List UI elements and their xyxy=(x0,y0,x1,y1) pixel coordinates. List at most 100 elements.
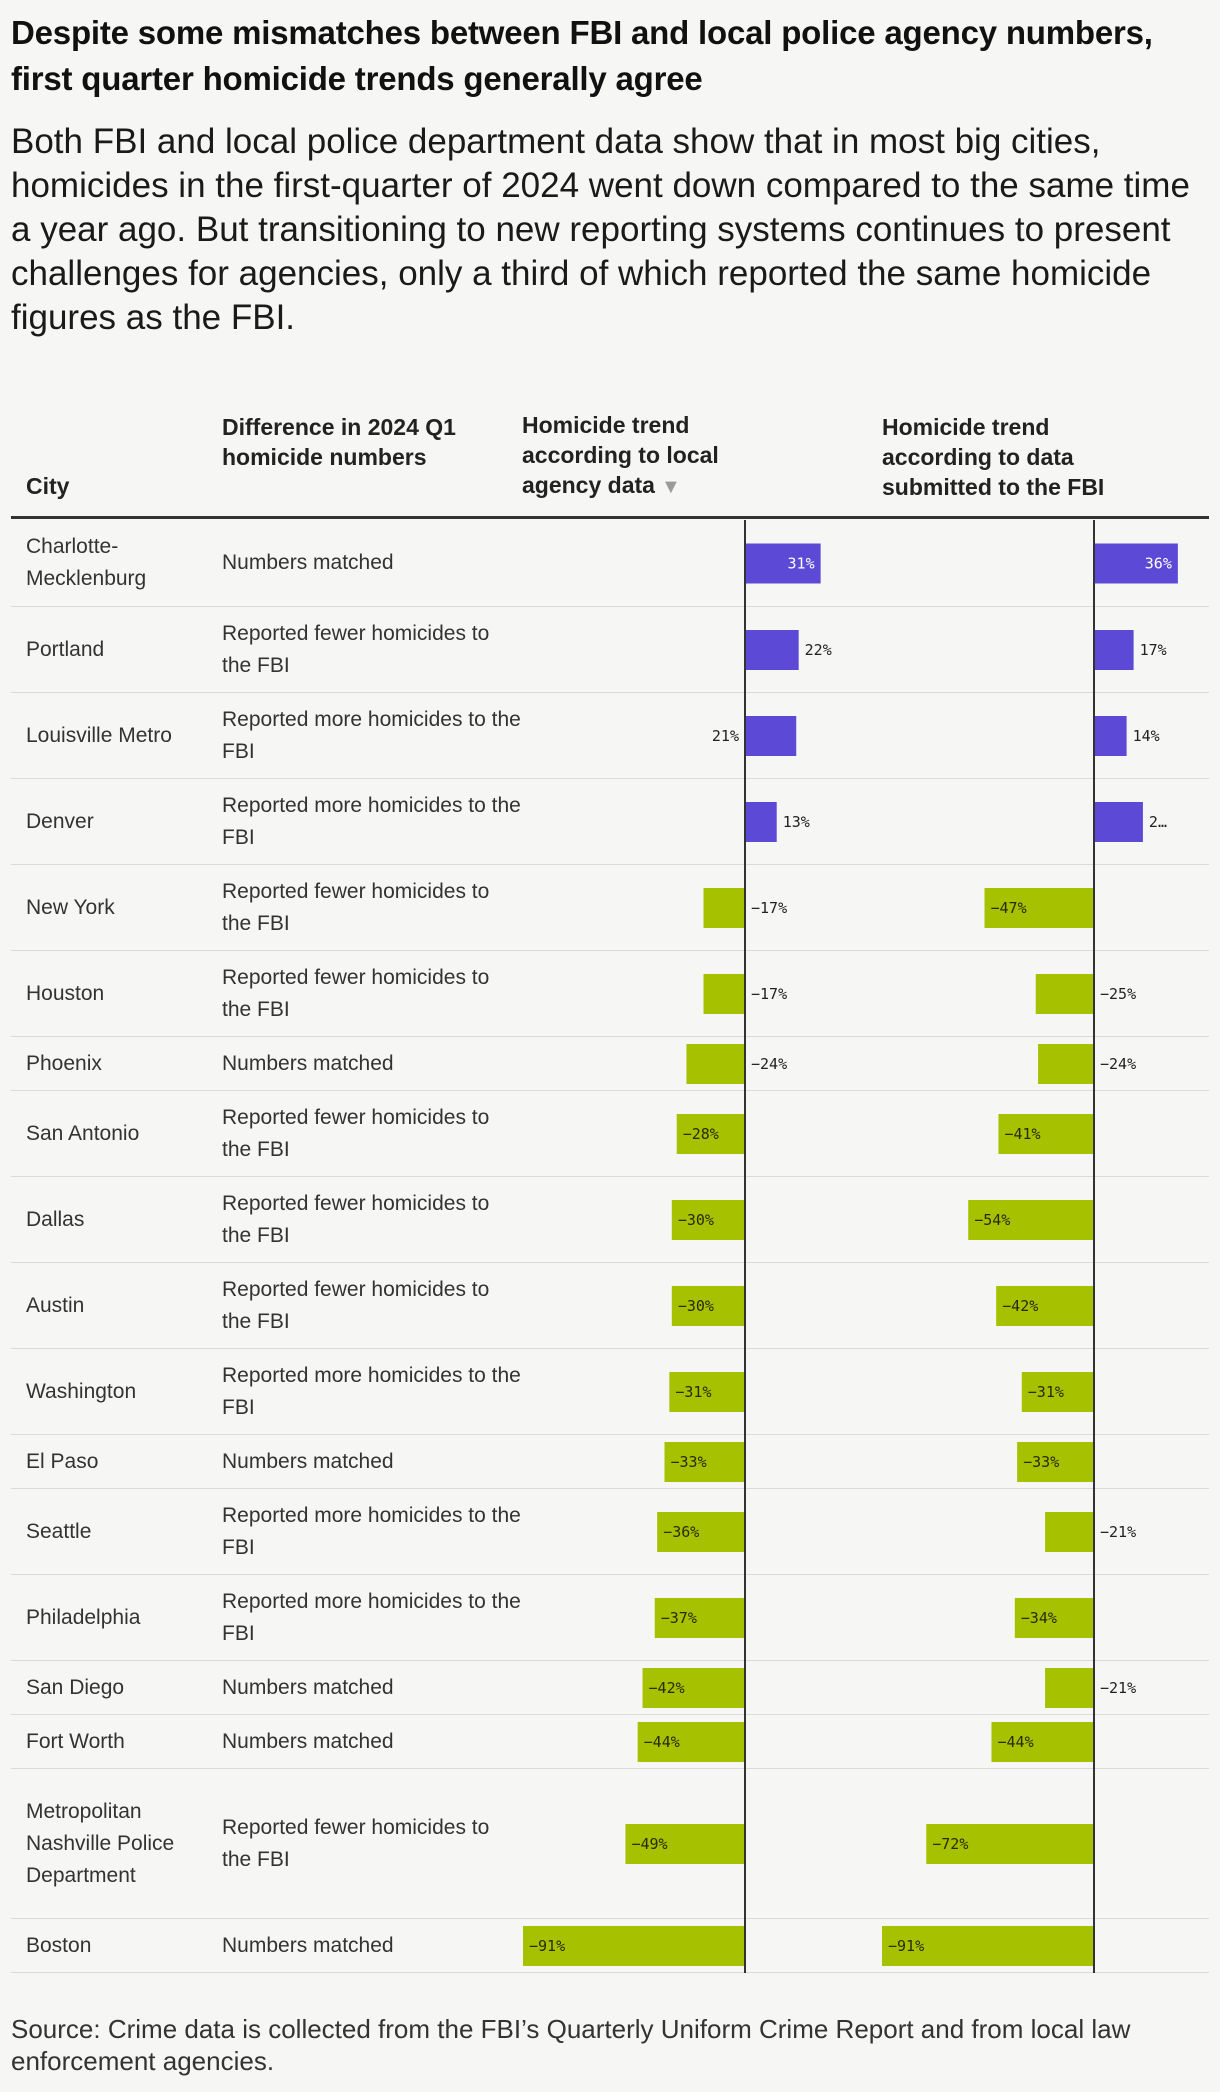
local-value-label: 21% xyxy=(712,727,739,745)
local-trend-bar[interactable] xyxy=(676,1114,745,1154)
fbi-value-label: −54% xyxy=(974,1211,1010,1229)
fbi-trend-bar[interactable] xyxy=(926,1824,1094,1864)
fbi-trend-bar[interactable] xyxy=(1045,1512,1094,1552)
difference-note: Numbers matched xyxy=(222,1449,394,1473)
fbi-trend-bar[interactable] xyxy=(882,1926,1094,1966)
table-row: Boston Numbers matched xyxy=(11,1919,1209,1973)
difference-note: Reported more homicides to the FBI xyxy=(222,1503,521,1559)
local-value-label: −17% xyxy=(751,899,787,917)
difference-note: Reported fewer homicides to the FBI xyxy=(222,1277,490,1333)
fbi-value-label: −44% xyxy=(997,1733,1033,1751)
local-trend-bar[interactable] xyxy=(703,888,745,928)
local-trend-bar[interactable] xyxy=(703,974,745,1014)
fbi-trend-bar[interactable] xyxy=(1038,1044,1094,1084)
column-header-city: City xyxy=(26,473,70,499)
local-value-label: −49% xyxy=(631,1835,667,1853)
local-trend-bar[interactable] xyxy=(671,1200,745,1240)
table-row: Seattle Reported more homicides to the FB… xyxy=(11,1489,1209,1575)
local-value-label: −44% xyxy=(644,1733,680,1751)
local-trend-bar[interactable] xyxy=(657,1512,745,1552)
city-name: New York xyxy=(26,895,115,919)
difference-note: Reported more homicides to the FBI xyxy=(222,707,521,763)
local-value-label: −17% xyxy=(751,985,787,1003)
fbi-trend-bar[interactable] xyxy=(1094,630,1134,670)
difference-note: Reported fewer homicides to the FBI xyxy=(222,621,490,677)
fbi-trend-bar[interactable] xyxy=(1017,1442,1094,1482)
local-trend-bar[interactable] xyxy=(745,802,777,842)
local-trend-bar[interactable] xyxy=(745,716,797,756)
column-header-difference: Difference in 2024 Q1 homicide numbers xyxy=(222,414,456,470)
difference-note: Reported fewer homicides to the FBI xyxy=(222,965,490,1021)
fbi-trend-bar[interactable] xyxy=(1014,1598,1094,1638)
table-row: El Paso Numbers matched xyxy=(11,1435,1209,1489)
table-row: San Antonio Reported fewer homicides to t… xyxy=(11,1091,1209,1177)
fbi-value-label: −33% xyxy=(1023,1453,1059,1471)
fbi-value-label: −21% xyxy=(1100,1679,1136,1697)
city-name: Charlotte-Mecklenburg xyxy=(26,535,147,590)
fbi-trend-bar[interactable] xyxy=(984,888,1094,928)
fbi-value-label: −24% xyxy=(1100,1055,1136,1073)
table-row: Dallas Reported fewer homicides to the FB… xyxy=(11,1177,1209,1263)
local-trend-bar[interactable] xyxy=(637,1722,745,1762)
local-value-label: 31% xyxy=(788,555,815,573)
city-name: San Antonio xyxy=(26,1121,140,1145)
difference-note: Numbers matched xyxy=(222,1051,394,1075)
table-row: Denver Reported more homicides to the FBI xyxy=(11,779,1209,865)
city-name: Dallas xyxy=(26,1207,85,1231)
local-trend-bar[interactable] xyxy=(745,543,821,584)
local-trend-bar[interactable] xyxy=(669,1372,745,1412)
local-value-label: −42% xyxy=(649,1679,685,1697)
column-header-local-trend[interactable]: Homicide trend according to local agency… xyxy=(522,410,772,502)
table-row: Austin Reported fewer homicides to the FB… xyxy=(11,1263,1209,1349)
city-name: Denver xyxy=(26,809,94,833)
table-row: New York Reported fewer homicides to the … xyxy=(11,865,1209,951)
chart-title: Despite some mismatches between FBI and … xyxy=(11,14,1153,97)
city-name: Metropolitan Nashville Police Department xyxy=(26,1799,175,1887)
fbi-trend-bar[interactable] xyxy=(1045,1668,1094,1708)
local-value-label: −28% xyxy=(683,1125,719,1143)
source-note: Source: Crime data is collected from the… xyxy=(11,2014,1131,2076)
fbi-trend-bar[interactable] xyxy=(996,1286,1094,1326)
fbi-trend-bar[interactable] xyxy=(1094,802,1143,842)
column-header-fbi-trend: Homicide trend according to data submitt… xyxy=(882,414,1105,500)
table-row: Philadelphia Reported more homicides to t… xyxy=(11,1575,1209,1661)
local-trend-bar[interactable] xyxy=(523,1926,745,1966)
local-trend-bar[interactable] xyxy=(671,1286,745,1326)
table-row: Metropolitan Nashville Police Department… xyxy=(11,1769,1209,1919)
fbi-value-label: 14% xyxy=(1133,727,1160,745)
local-value-label: 22% xyxy=(805,641,832,659)
fbi-trend-bar[interactable] xyxy=(1094,716,1127,756)
local-trend-bar[interactable] xyxy=(745,630,799,670)
table-row: San Diego Numbers matched xyxy=(11,1661,1209,1715)
difference-note: Reported fewer homicides to the FBI xyxy=(222,1105,490,1161)
city-name: Seattle xyxy=(26,1519,92,1543)
fbi-trend-bar[interactable] xyxy=(1035,974,1094,1014)
fbi-trend-bar[interactable] xyxy=(968,1200,1094,1240)
city-name: Washington xyxy=(26,1379,137,1403)
fbi-trend-bar[interactable] xyxy=(998,1114,1094,1154)
fbi-value-label: −21% xyxy=(1100,1523,1136,1541)
city-name: Austin xyxy=(26,1293,85,1317)
city-name: Boston xyxy=(26,1933,92,1957)
local-trend-bar[interactable] xyxy=(642,1668,745,1708)
fbi-value-label: −42% xyxy=(1002,1297,1038,1315)
fbi-trend-bar[interactable] xyxy=(1021,1372,1094,1412)
local-value-label: −36% xyxy=(663,1523,699,1541)
difference-note: Reported more homicides to the FBI xyxy=(222,1363,521,1419)
fbi-value-label: −91% xyxy=(888,1937,924,1955)
fbi-value-label: 17% xyxy=(1140,641,1167,659)
fbi-trend-bar[interactable] xyxy=(1094,543,1178,584)
fbi-value-label: −34% xyxy=(1021,1609,1057,1627)
difference-note: Numbers matched xyxy=(222,551,394,574)
local-trend-bar[interactable] xyxy=(625,1824,745,1864)
fbi-value-label: −72% xyxy=(932,1835,968,1853)
local-trend-bar[interactable] xyxy=(686,1044,745,1084)
fbi-trend-bar[interactable] xyxy=(991,1722,1094,1762)
local-trend-bar[interactable] xyxy=(654,1598,745,1638)
city-name: San Diego xyxy=(26,1675,125,1699)
fbi-value-label: −31% xyxy=(1028,1383,1064,1401)
sort-descending-icon[interactable]: ▼ xyxy=(660,476,681,498)
difference-note: Reported more homicides to the FBI xyxy=(222,1589,521,1645)
local-trend-bar[interactable] xyxy=(664,1442,745,1482)
